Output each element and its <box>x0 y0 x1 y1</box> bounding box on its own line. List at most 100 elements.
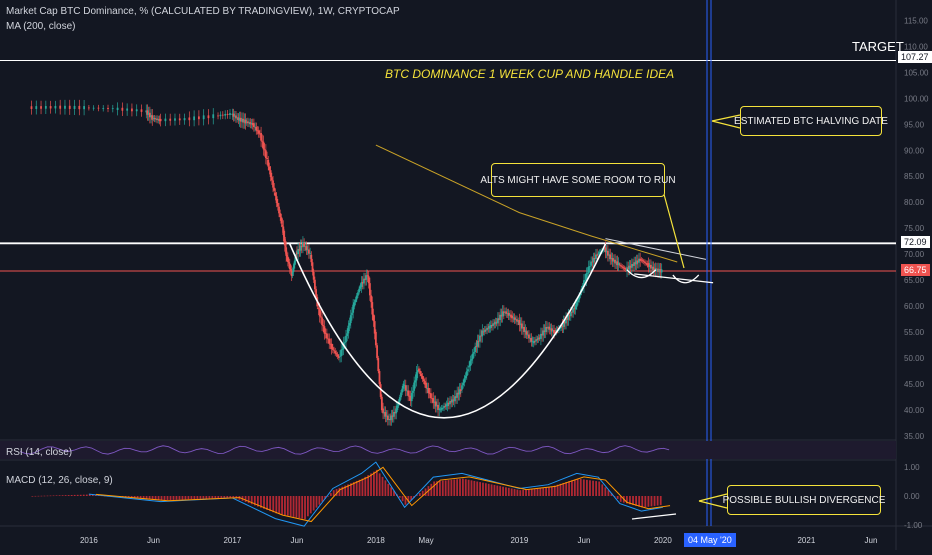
candle-body <box>544 327 547 332</box>
macd-bar <box>493 484 496 496</box>
candle-body <box>251 122 254 126</box>
candle-body <box>484 329 487 331</box>
candle-body <box>293 260 296 266</box>
macd-bar <box>562 482 565 496</box>
macd-bar <box>398 496 401 498</box>
macd-bar <box>539 488 542 496</box>
macd-bar <box>309 496 312 514</box>
candle-body <box>573 308 576 310</box>
candle-body <box>329 343 332 345</box>
candle-body <box>595 254 597 260</box>
candle-body <box>44 106 47 109</box>
candle-body <box>221 114 224 116</box>
macd-bar <box>344 485 347 496</box>
candle-body <box>343 342 346 344</box>
macd-bar <box>79 494 82 496</box>
macd-bar <box>545 487 548 496</box>
candle-body <box>413 382 416 391</box>
macd-bar <box>530 489 533 496</box>
candle-body <box>507 313 510 316</box>
candle-body <box>366 275 369 277</box>
macd-bar <box>232 496 235 498</box>
candle-body <box>614 259 616 264</box>
x-tick-label: 2019 <box>510 536 528 545</box>
macd-bar <box>553 485 556 496</box>
candle-body <box>389 419 392 421</box>
candle-body <box>447 402 450 405</box>
candle-body <box>590 261 593 266</box>
y-tick-label: 50.00 <box>904 354 925 363</box>
candle-body <box>543 330 546 332</box>
candle-body <box>455 396 457 398</box>
candle-body <box>54 105 57 109</box>
macd-bar <box>638 496 641 507</box>
candle-body <box>376 345 378 358</box>
candle-body <box>487 327 490 329</box>
candle-body <box>428 393 431 394</box>
candle-body <box>574 304 577 310</box>
macd-bar <box>548 487 550 496</box>
candle-body <box>555 329 558 332</box>
candle-body <box>520 323 523 329</box>
candle-body <box>461 385 463 390</box>
macd-bar <box>327 496 329 497</box>
macd-bar <box>43 495 46 497</box>
macd-bar <box>453 479 456 496</box>
candle-body <box>374 331 377 346</box>
candle-body <box>584 280 587 281</box>
macd-bar <box>378 473 381 496</box>
candle-body <box>591 261 594 263</box>
candle-body <box>78 105 81 110</box>
candle-body <box>474 346 477 353</box>
candle-body <box>369 283 371 296</box>
candle-body <box>481 330 484 337</box>
candle-body <box>568 315 571 317</box>
x-tick-label: 2020 <box>654 536 672 545</box>
candle-body <box>290 270 293 277</box>
candle-body <box>592 258 595 263</box>
x-tick-label: 2021 <box>797 536 815 545</box>
macd-bar <box>632 496 634 506</box>
candle-body <box>657 268 659 272</box>
candle-body <box>438 408 441 410</box>
candle-body <box>148 112 151 118</box>
candle-body <box>331 347 334 350</box>
macd-bar <box>40 495 43 497</box>
macd-bar <box>582 479 585 496</box>
candle-body <box>253 123 255 128</box>
macd-bar <box>298 496 301 519</box>
candle-body <box>224 113 227 116</box>
candle-body <box>250 123 253 125</box>
x-tick-label: Jun <box>147 536 160 545</box>
candle-body <box>292 267 295 273</box>
candle-body <box>610 257 613 260</box>
macd-bar <box>487 483 490 496</box>
candle-body <box>569 311 572 316</box>
candle-body <box>645 263 648 264</box>
candle-body <box>524 330 527 332</box>
candle-body <box>317 307 320 309</box>
candle-body <box>633 262 636 266</box>
candle-body <box>450 401 453 403</box>
candle-body <box>551 330 554 332</box>
candle-body <box>154 118 157 120</box>
divergence-pointer-2 <box>698 500 728 509</box>
candle-body <box>517 321 520 322</box>
macd-bar <box>199 496 202 499</box>
candle-body <box>449 401 451 405</box>
candle-body <box>658 269 661 272</box>
macd-bar <box>352 482 355 496</box>
candle-body <box>121 107 124 111</box>
candle-body <box>427 387 430 394</box>
candle-body <box>371 302 374 315</box>
macd-bar <box>91 494 94 496</box>
macd-bar <box>263 496 265 509</box>
macd-tick-label: 0.00 <box>904 492 920 501</box>
candle-body <box>135 109 138 112</box>
candle-body <box>525 331 528 335</box>
macd-bar <box>579 479 582 496</box>
candle-body <box>636 260 639 263</box>
candle-body <box>254 126 257 128</box>
